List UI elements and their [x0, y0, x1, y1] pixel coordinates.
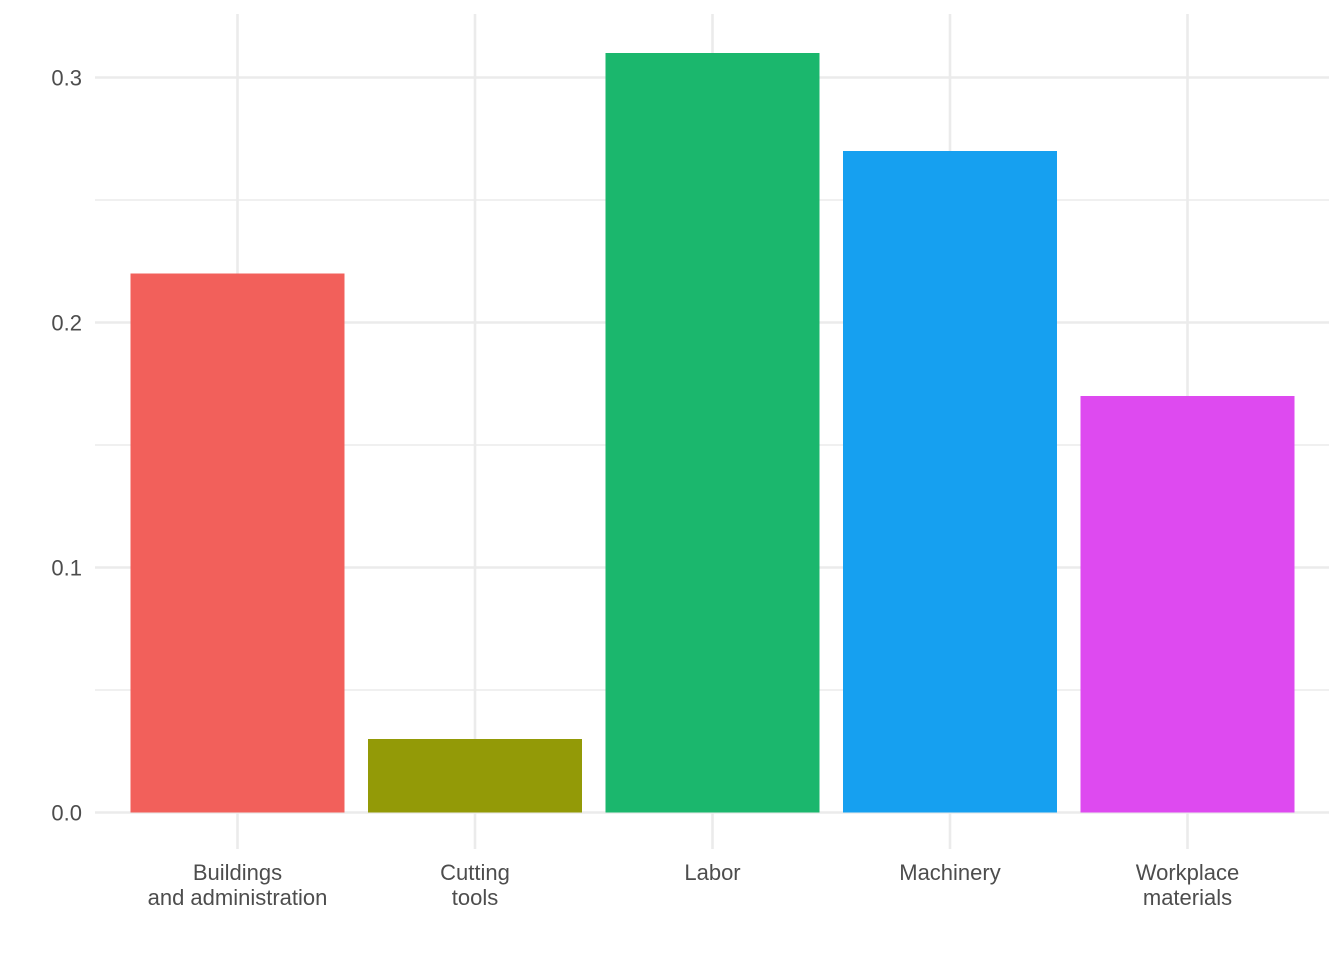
x-category-label-line: and administration — [148, 885, 328, 910]
y-tick-label: 0.3 — [51, 66, 82, 91]
x-category-label-line: Machinery — [899, 860, 1000, 885]
y-tick-label: 0.2 — [51, 311, 82, 336]
x-category-label: Labor — [684, 860, 740, 885]
bar — [605, 53, 820, 813]
x-category-label: Buildings and administration — [148, 860, 328, 910]
y-axis-tick-labels: 0.0 0.1 0.2 0.3 — [51, 66, 82, 826]
y-tick-label: 0.1 — [51, 556, 82, 581]
bars — [130, 53, 1295, 813]
bar — [843, 151, 1057, 813]
x-category-label-line: Workplace — [1136, 860, 1240, 885]
x-category-label-line: Buildings — [193, 860, 282, 885]
x-category-label: Workplace materials — [1136, 860, 1240, 910]
x-category-label-line: Cutting — [440, 860, 510, 885]
x-category-label-line: Labor — [684, 860, 740, 885]
bar — [130, 273, 345, 813]
y-tick-label: 0.0 — [51, 801, 82, 826]
bar — [368, 739, 582, 813]
x-axis-category-labels: Buildings and administration Cutting tools L… — [148, 860, 1240, 910]
x-category-label-line: tools — [452, 885, 498, 910]
x-category-label: Machinery — [899, 860, 1000, 885]
x-category-label-line: materials — [1143, 885, 1232, 910]
x-category-label: Cutting tools — [440, 860, 510, 910]
bar — [1080, 396, 1295, 813]
